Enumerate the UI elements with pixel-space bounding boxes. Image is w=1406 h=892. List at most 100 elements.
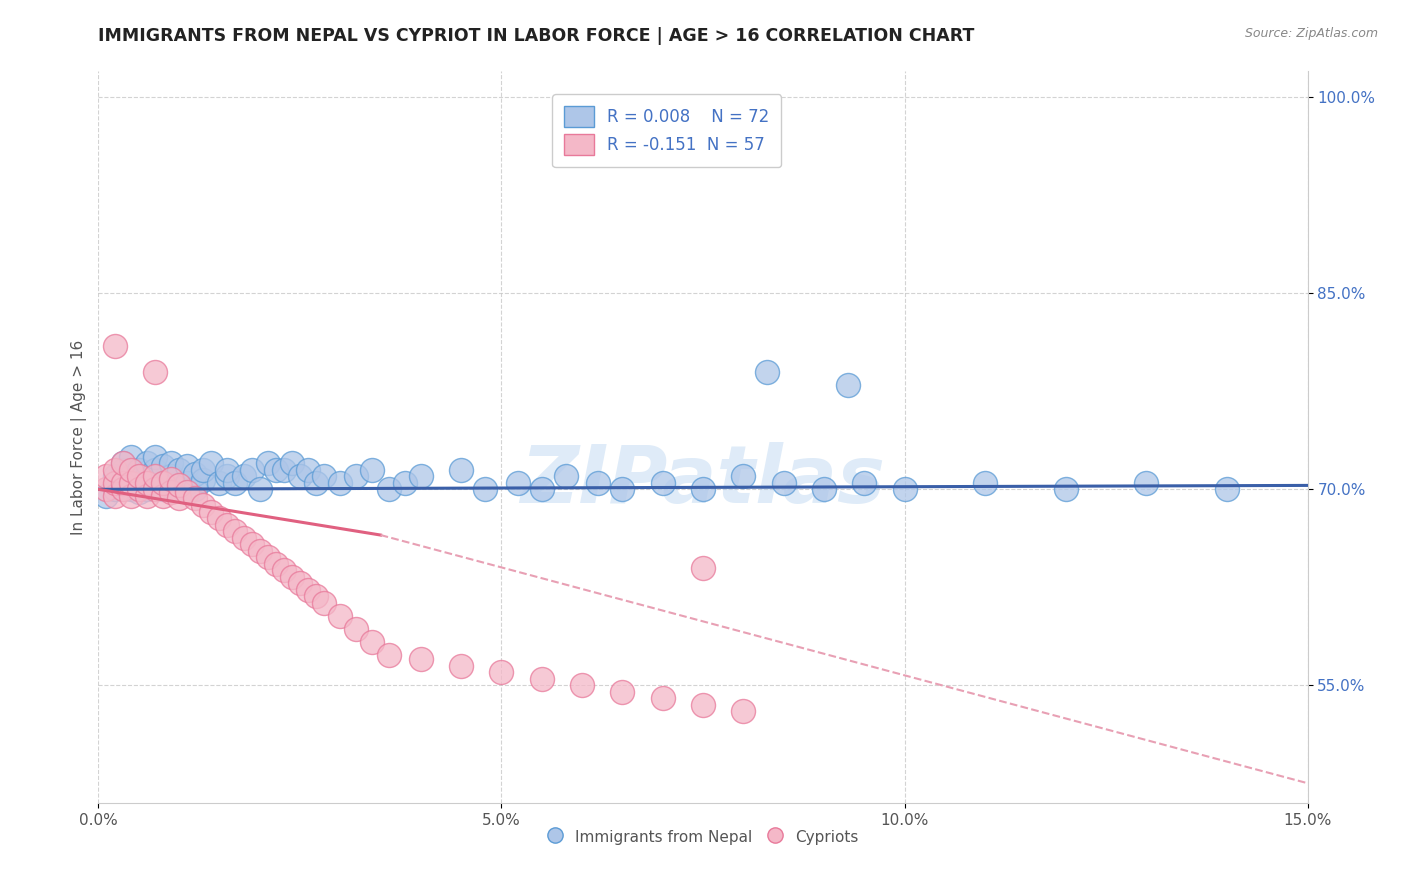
Point [288, 576, 311, 591]
Point [96, 483, 118, 497]
Point [200, 504, 222, 518]
Point [1135, 475, 1157, 490]
Point [273, 563, 295, 577]
Point [103, 463, 125, 477]
Point [530, 672, 553, 686]
Point [264, 557, 287, 571]
Point [217, 469, 239, 483]
Point [135, 456, 157, 470]
Text: Source: ZipAtlas.com: Source: ZipAtlas.com [1244, 27, 1378, 40]
Point [256, 456, 278, 470]
Point [281, 570, 304, 584]
Point [200, 456, 222, 470]
Point [361, 635, 384, 649]
Point [853, 475, 876, 490]
Point [491, 665, 513, 680]
Point [264, 463, 287, 477]
Point [232, 469, 254, 483]
Point [772, 475, 794, 490]
Point [152, 458, 174, 473]
Point [232, 531, 254, 545]
Point [111, 456, 134, 470]
Point [409, 652, 432, 666]
Point [612, 483, 634, 497]
Point [692, 698, 714, 712]
Point [152, 475, 174, 490]
Point [208, 511, 231, 525]
Point [160, 472, 183, 486]
Point [120, 475, 142, 490]
Point [120, 463, 142, 477]
Point [474, 483, 496, 497]
Point [103, 339, 125, 353]
Point [651, 691, 673, 706]
Point [135, 483, 157, 497]
Point [184, 483, 207, 497]
Point [217, 517, 239, 532]
Point [128, 483, 150, 497]
Point [167, 463, 190, 477]
Point [450, 463, 472, 477]
Point [361, 463, 384, 477]
Point [135, 475, 157, 490]
Y-axis label: In Labor Force | Age > 16: In Labor Force | Age > 16 [72, 340, 87, 534]
Legend: Immigrants from Nepal, Cypriots: Immigrants from Nepal, Cypriots [540, 820, 866, 854]
Point [135, 469, 157, 483]
Point [152, 483, 174, 497]
Point [974, 475, 997, 490]
Point [103, 469, 125, 483]
Point [530, 483, 553, 497]
Point [305, 475, 328, 490]
Point [893, 483, 915, 497]
Point [184, 491, 207, 506]
Point [184, 467, 207, 481]
Point [120, 489, 142, 503]
Point [240, 463, 263, 477]
Point [135, 489, 157, 503]
Point [160, 456, 183, 470]
Point [193, 498, 215, 512]
Point [217, 463, 239, 477]
Point [152, 489, 174, 503]
Point [813, 483, 835, 497]
Point [167, 483, 190, 497]
Point [651, 475, 673, 490]
Point [128, 485, 150, 500]
Point [128, 463, 150, 477]
Point [143, 483, 166, 497]
Point [193, 473, 215, 487]
Point [167, 478, 190, 492]
Point [586, 475, 609, 490]
Point [224, 524, 246, 538]
Point [281, 456, 304, 470]
Point [120, 483, 142, 497]
Point [344, 469, 367, 483]
Point [167, 491, 190, 506]
Point [96, 469, 118, 483]
Point [160, 469, 183, 483]
Point [756, 365, 779, 379]
Point [305, 590, 328, 604]
Point [1216, 483, 1239, 497]
Point [377, 648, 399, 663]
Point [692, 560, 714, 574]
Point [143, 365, 166, 379]
Point [103, 489, 125, 503]
Point [143, 450, 166, 464]
Point [612, 685, 634, 699]
Point [176, 475, 198, 490]
Point [111, 456, 134, 470]
Point [128, 469, 150, 483]
Point [377, 483, 399, 497]
Point [297, 582, 319, 597]
Point [297, 463, 319, 477]
Point [344, 622, 367, 636]
Point [208, 475, 231, 490]
Point [103, 483, 125, 497]
Point [143, 469, 166, 483]
Point [176, 458, 198, 473]
Point [450, 658, 472, 673]
Point [120, 469, 142, 483]
Point [314, 469, 336, 483]
Point [837, 377, 859, 392]
